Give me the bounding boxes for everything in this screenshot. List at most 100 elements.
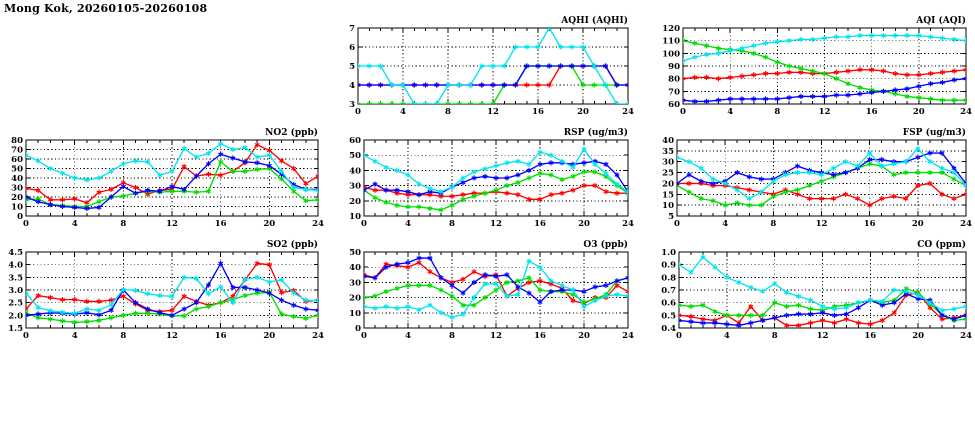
gridlines	[679, 252, 966, 328]
data-point-marker	[445, 82, 451, 88]
data-point-marker	[915, 154, 921, 160]
data-point-marker	[625, 82, 628, 88]
x-tick-label: 20	[577, 107, 589, 117]
data-point-marker	[548, 278, 554, 284]
data-point-marker	[715, 97, 721, 103]
data-point-marker	[963, 191, 966, 197]
data-point-marker	[26, 310, 29, 316]
data-point-marker	[782, 172, 788, 178]
data-point-marker	[96, 189, 102, 195]
data-point-marker	[389, 82, 395, 88]
data-point-marker	[193, 306, 199, 312]
data-point-marker	[181, 293, 187, 299]
data-point-marker	[389, 101, 395, 104]
data-point-marker	[535, 63, 541, 69]
data-point-marker	[537, 170, 543, 177]
data-point-marker	[760, 312, 766, 318]
data-point-marker	[748, 303, 754, 310]
data-point-marker	[688, 303, 694, 310]
data-point-marker	[230, 146, 236, 153]
data-point-marker	[774, 71, 780, 77]
data-point-marker	[963, 38, 966, 44]
data-point-marker	[903, 288, 909, 294]
data-point-marker	[614, 172, 620, 178]
x-tick-label: 16	[532, 107, 544, 117]
data-point-marker	[784, 289, 790, 296]
data-point-marker	[758, 176, 764, 182]
data-point-marker	[427, 186, 433, 192]
data-point-marker	[548, 288, 554, 295]
data-point-marker	[383, 264, 389, 270]
chart-title-no2: NO2 (ppb)	[265, 127, 318, 138]
series-day3	[364, 255, 628, 305]
axis-ticks: 0 4 8 12 16 20 24 1.5 2.0 2.5 3.0 3.5 4.0 4.5	[8, 248, 324, 341]
data-point-marker	[157, 172, 163, 178]
y-tick-label: 20	[349, 197, 361, 207]
data-point-marker	[460, 290, 466, 296]
data-point-marker	[467, 82, 474, 88]
data-point-marker	[625, 101, 628, 104]
data-point-marker	[405, 264, 411, 270]
data-point-marker	[169, 293, 175, 299]
data-point-marker	[559, 190, 565, 196]
x-tick-label: 24	[960, 219, 972, 229]
data-point-marker	[515, 172, 521, 178]
data-point-marker	[698, 196, 704, 202]
data-point-marker	[688, 319, 694, 325]
data-point-marker	[700, 302, 706, 308]
data-point-marker	[951, 196, 957, 202]
data-point-marker	[819, 310, 826, 316]
data-point-marker	[592, 161, 598, 167]
y-tick-label: 3	[349, 100, 355, 110]
x-tick-label: 4	[727, 107, 733, 117]
data-point-marker	[736, 322, 742, 328]
y-tick-label: 50	[349, 151, 361, 161]
series-day4	[683, 33, 966, 64]
data-point-marker	[683, 97, 686, 103]
data-point-marker	[798, 36, 804, 42]
data-point-marker	[526, 167, 532, 173]
data-point-marker	[278, 297, 285, 303]
data-point-marker	[169, 183, 175, 190]
data-point-marker	[736, 279, 742, 285]
data-point-marker	[774, 96, 780, 102]
data-point-marker	[72, 175, 78, 181]
data-point-marker	[145, 159, 151, 165]
data-point-marker	[35, 199, 41, 205]
data-point-marker	[72, 319, 78, 326]
data-point-marker	[266, 279, 272, 285]
data-point-marker	[746, 202, 752, 208]
data-point-marker	[580, 44, 586, 50]
data-point-marker	[96, 298, 102, 304]
data-point-marker	[72, 297, 78, 303]
data-point-marker	[460, 276, 466, 282]
data-point-marker	[559, 158, 565, 164]
y-tick-label: 40	[349, 166, 361, 176]
data-point-marker	[794, 169, 800, 176]
y-tick-label: 20	[349, 294, 361, 304]
y-tick-label: 3.0	[8, 286, 23, 296]
data-point-marker	[537, 161, 543, 167]
data-point-marker	[364, 304, 367, 310]
x-tick-label: 16	[534, 331, 546, 341]
data-point-marker	[526, 279, 532, 285]
data-point-marker	[504, 183, 510, 189]
data-point-marker	[880, 68, 886, 74]
data-point-marker	[683, 58, 686, 64]
y-tick-label: 4.5	[8, 248, 23, 258]
y-tick-label: 0.6	[661, 299, 676, 309]
data-point-marker	[493, 273, 499, 279]
data-point-marker	[939, 169, 945, 176]
data-point-marker	[855, 163, 861, 169]
data-point-marker	[449, 314, 455, 320]
y-tick-label: 2.0	[8, 311, 23, 321]
data-point-marker	[383, 187, 389, 193]
data-point-marker	[710, 198, 716, 204]
data-point-marker	[449, 202, 455, 208]
data-point-marker	[493, 175, 499, 181]
x-tick-label: 24	[312, 219, 324, 229]
data-point-marker	[482, 295, 488, 301]
data-point-marker	[460, 192, 466, 198]
data-point-marker	[512, 44, 519, 50]
